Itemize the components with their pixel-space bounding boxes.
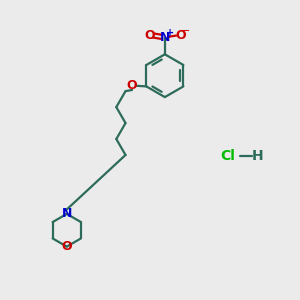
Text: N: N [61, 207, 72, 220]
Text: +: + [166, 28, 174, 38]
Text: O: O [175, 29, 186, 42]
Text: N: N [160, 32, 170, 44]
Text: O: O [61, 240, 72, 253]
Text: −: − [181, 26, 191, 36]
Text: O: O [127, 79, 137, 92]
Text: H: H [252, 149, 263, 163]
Text: Cl: Cl [220, 149, 235, 163]
Text: O: O [144, 29, 155, 42]
